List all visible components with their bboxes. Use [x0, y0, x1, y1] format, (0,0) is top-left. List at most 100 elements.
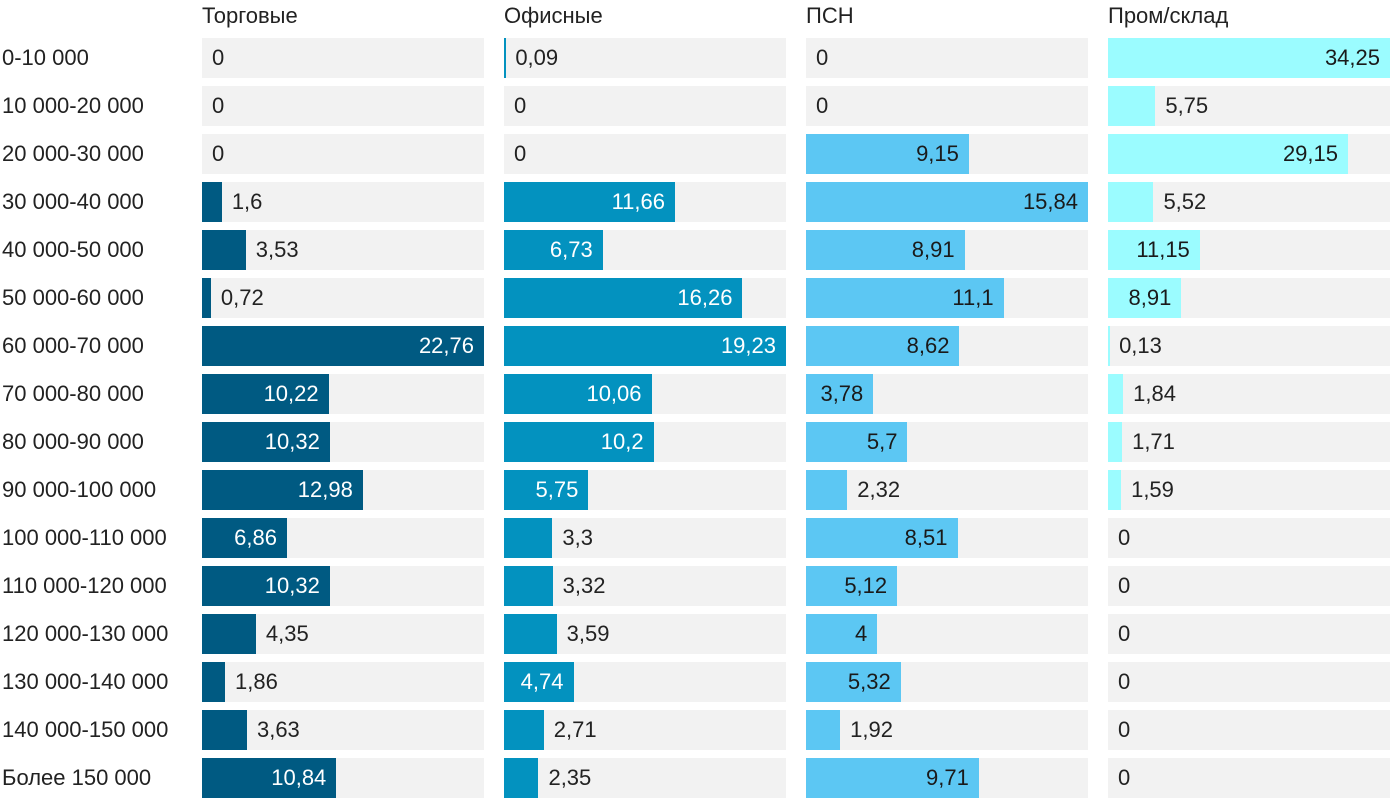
bar-track: 0,13: [1108, 326, 1390, 366]
bar-track: 8,91: [806, 230, 1088, 270]
bar: [504, 662, 574, 702]
bar-value-label: 3,53: [255, 237, 299, 262]
bar-track: 6,73: [504, 230, 786, 270]
bar-track: 19,23: [504, 326, 786, 366]
bar: [1108, 422, 1123, 462]
bar-track: 5,52: [1108, 182, 1390, 222]
bar-track: 0: [504, 134, 786, 174]
bar: [202, 710, 247, 750]
bar-value-label: 0: [212, 141, 225, 166]
bar-track: 11,1: [806, 278, 1088, 318]
bar-track: 0: [202, 86, 484, 126]
category-label: 120 000-130 000: [2, 621, 169, 646]
category-label: 110 000-120 000: [2, 573, 167, 598]
bar-track: 10,06: [504, 374, 786, 414]
bar: [504, 518, 553, 558]
bar-value-label: 8,91: [1128, 285, 1172, 310]
bar-value-label: 5,12: [844, 573, 888, 598]
bar-track: 4,35: [202, 614, 484, 654]
bar: [504, 374, 652, 414]
bar-value-label: 15,84: [1022, 189, 1078, 214]
bar-value-label: 6,86: [234, 525, 277, 550]
bar-value-label: 0,13: [1119, 333, 1162, 358]
bar: [1108, 134, 1348, 174]
category-label: 90 000-100 000: [2, 477, 157, 502]
bar: [202, 662, 226, 702]
bar-value-label: 2,32: [857, 477, 901, 502]
bar: [1108, 182, 1154, 222]
bar: [504, 38, 506, 78]
bar: [806, 470, 848, 510]
series-title: Офисные: [504, 3, 603, 28]
bar-track: 0,09: [504, 38, 786, 78]
bar: [1108, 86, 1156, 126]
bar-value-label: 0: [1118, 717, 1131, 742]
bar-track: 34,25: [1108, 38, 1390, 78]
bar-value-label: 10,2: [600, 429, 644, 454]
bar-value-label: 19,23: [720, 333, 776, 358]
series-title: Пром/склад: [1108, 3, 1229, 28]
bar: [202, 566, 330, 606]
bar: [1108, 230, 1200, 270]
bar-track: 5,32: [806, 662, 1088, 702]
bar-value-label: 22,76: [418, 333, 474, 358]
bar: [504, 758, 539, 798]
bar-value-label: 5,7: [866, 429, 898, 454]
bar-value-label: 0: [514, 141, 527, 166]
category-label: 140 000-150 000: [2, 717, 169, 742]
bar-track: 10,22: [202, 374, 484, 414]
bar-value-label: 0: [1118, 525, 1131, 550]
bar: [1108, 470, 1122, 510]
bar-value-label: 5,75: [1165, 93, 1209, 118]
bar-value-label: 1,92: [850, 717, 893, 742]
bar-track: 2,71: [504, 710, 786, 750]
bar-track: 10,32: [202, 566, 484, 606]
bar-track: 0: [202, 134, 484, 174]
bar-track: 0: [1108, 566, 1390, 606]
bar-value-label: 8,91: [911, 237, 955, 262]
bar: [806, 182, 1088, 222]
bar-value-label: 1,59: [1131, 477, 1174, 502]
bar: [504, 470, 589, 510]
bar: [1108, 374, 1124, 414]
bar-value-label: 4,35: [265, 621, 309, 646]
bar-track: 29,15: [1108, 134, 1390, 174]
bar-value-label: 1,6: [231, 189, 263, 214]
bar-track: 0: [806, 86, 1088, 126]
bar: [504, 326, 786, 366]
bar-value-label: 0: [212, 93, 225, 118]
bar-track: 0: [1108, 518, 1390, 558]
bar-track: 16,26: [504, 278, 786, 318]
bar-track: 0: [504, 86, 786, 126]
bar-value-label: 3,59: [566, 621, 610, 646]
bar: [806, 566, 898, 606]
bar: [806, 374, 874, 414]
bar-track: 0: [202, 38, 484, 78]
bar-track: 10,2: [504, 422, 786, 462]
bar-value-label: 2,35: [548, 765, 592, 790]
bar-track: 1,86: [202, 662, 484, 702]
bar: [806, 422, 908, 462]
category-label: Более 150 000: [2, 765, 152, 790]
category-label: 50 000-60 000: [2, 285, 144, 310]
bar-value-label: 0: [514, 93, 527, 118]
bar-value-label: 1,71: [1132, 429, 1175, 454]
category-label: 0-10 000: [2, 45, 89, 70]
bar: [202, 374, 329, 414]
bar: [504, 182, 675, 222]
bar: [202, 518, 287, 558]
bar-track: 11,66: [504, 182, 786, 222]
bar-track: 1,6: [202, 182, 484, 222]
bar: [1108, 326, 1110, 366]
bar-track: 0: [1108, 710, 1390, 750]
bar: [806, 758, 979, 798]
bar: [806, 134, 969, 174]
bar: [202, 278, 211, 318]
bar-track: 1,84: [1108, 374, 1390, 414]
bar-track: 8,51: [806, 518, 1088, 558]
bar: [202, 422, 330, 462]
bar: [504, 566, 553, 606]
bar-value-label: 5,32: [847, 669, 891, 694]
bar-value-label: 16,26: [677, 285, 733, 310]
category-label: 30 000-40 000: [2, 189, 144, 214]
